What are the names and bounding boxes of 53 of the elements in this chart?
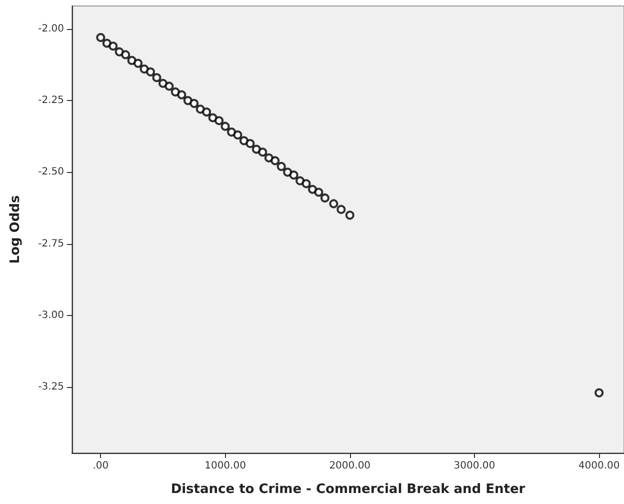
point	[289, 170, 298, 180]
point	[308, 184, 317, 194]
point	[140, 64, 149, 74]
point	[220, 122, 230, 131]
x-tick-label: 3000.00	[454, 460, 496, 472]
point	[134, 58, 143, 68]
y-tick-label: -2.25	[38, 95, 64, 106]
y-axis-title: Log Odds	[8, 195, 23, 264]
point	[202, 108, 212, 117]
point	[258, 148, 268, 157]
point	[177, 90, 186, 100]
point	[233, 130, 242, 140]
point	[239, 136, 248, 146]
point	[127, 56, 136, 65]
point	[320, 193, 330, 202]
point	[336, 204, 346, 214]
point	[96, 33, 106, 42]
y-tick-label: -2.50	[38, 166, 64, 178]
x-tick-label: 4000.00	[578, 460, 620, 472]
point	[252, 144, 261, 154]
point	[283, 168, 292, 177]
y-tick-label: -2.00	[38, 23, 64, 34]
point	[196, 104, 205, 114]
point	[246, 139, 255, 148]
y-tick-label: -3.25	[38, 382, 64, 393]
point	[276, 162, 286, 171]
y-tick-label: -2.75	[38, 238, 64, 250]
point	[594, 388, 604, 398]
y-tick-label: -3.00	[38, 310, 64, 321]
point	[121, 50, 130, 60]
x-tick-label: 1000.00	[204, 460, 246, 472]
point	[146, 67, 155, 76]
point	[183, 96, 192, 106]
point	[227, 128, 236, 137]
point	[108, 42, 118, 51]
point	[102, 38, 112, 48]
point	[264, 153, 274, 162]
point	[164, 82, 174, 91]
point	[329, 199, 338, 208]
x-tick-label: .00	[92, 460, 109, 472]
x-axis-title: Distance to Crime - Commercial Break and Enter	[170, 482, 526, 497]
point	[170, 87, 180, 96]
point	[214, 116, 224, 126]
point	[302, 179, 311, 188]
point	[152, 73, 162, 82]
point	[114, 47, 124, 56]
point	[158, 78, 168, 88]
point	[345, 210, 354, 220]
point	[190, 98, 199, 108]
x-tick-label: 2000.00	[329, 460, 371, 472]
point	[296, 176, 305, 186]
point	[270, 156, 280, 166]
point	[314, 188, 324, 197]
